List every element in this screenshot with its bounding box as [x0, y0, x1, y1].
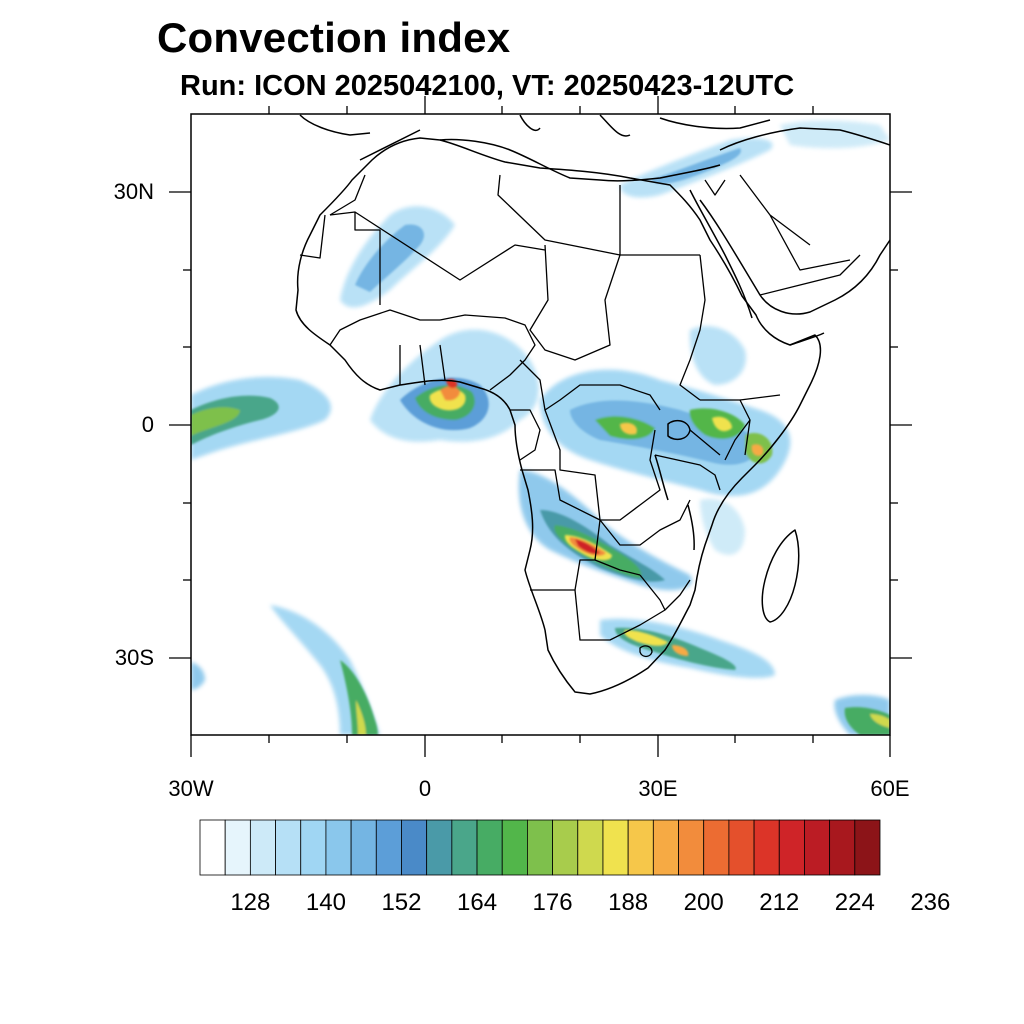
field-moz-outer: [700, 498, 745, 555]
colorbar-swatch: [778, 819, 805, 876]
border-morocco: [299, 174, 366, 259]
field-victoria-yellow: [712, 416, 732, 432]
field-congo-yellow: [620, 422, 637, 435]
colorbar-swatch: [728, 819, 755, 876]
border-lesotho: [639, 645, 653, 658]
colorbar-swatch: [552, 819, 579, 876]
ytick-label-30n: 30N: [113, 179, 154, 204]
border-cameroon-car: [519, 359, 661, 411]
chart-subtitle: Run: ICON 2025042100, VT: 20250423-12UTC: [180, 70, 795, 102]
border-somalia-kenya: [739, 394, 781, 456]
field-satl-yellow: [356, 700, 366, 735]
colorbar-swatch: [501, 819, 528, 876]
colorbar-swatch: [627, 819, 654, 876]
ytick-label-30s: 30S: [114, 645, 154, 670]
colorbar-swatch: [451, 819, 478, 876]
colorbar-swatch: [577, 819, 604, 876]
border-angola: [520, 469, 601, 591]
country-borders: [299, 174, 861, 658]
colorbar-tick-label: 128: [230, 889, 271, 916]
ytick-label-0: 0: [141, 412, 154, 437]
colorbar-tick-label: 188: [608, 889, 649, 916]
madagascar: [761, 529, 800, 623]
colorbar-swatch: [753, 819, 780, 876]
xtick-label-60e: 60E: [870, 776, 910, 801]
med-coast: [359, 129, 721, 182]
convection-field: [191, 120, 890, 735]
field-sa-orange: [672, 645, 689, 656]
field-angola-red: [575, 539, 600, 555]
xtick-label-0: 0: [418, 776, 432, 801]
colorbar-tick-label: 236: [910, 889, 951, 916]
colorbar-tick-label: 224: [834, 889, 875, 916]
colorbar-swatch: [325, 819, 352, 876]
colorbar-swatch: [249, 819, 276, 876]
border-chad-sudan: [529, 244, 621, 361]
colorbar-tick-label: 140: [305, 889, 346, 916]
red-sea-coast: [689, 189, 753, 319]
field-indian-green: [844, 707, 890, 735]
colorbar-tick-label: 164: [457, 889, 498, 916]
border-yemen-oman: [759, 254, 861, 296]
colorbar-swatch: [426, 819, 453, 876]
colorbar-swatch: [476, 819, 503, 876]
colorbar-swatch: [199, 819, 226, 876]
xtick-label-30w: 30W: [168, 776, 214, 801]
field-sa-yellow: [624, 630, 668, 646]
field-sahara-mid: [355, 224, 425, 292]
colorbar-swatch: [703, 819, 730, 876]
colorbar-swatch: [602, 819, 629, 876]
xtick-label-30e: 30E: [638, 776, 678, 801]
border-egypt-saudi: [704, 174, 851, 271]
border-gabon-congo: [510, 409, 541, 461]
colorbar-swatch: [350, 819, 377, 876]
border-southern: [574, 574, 691, 641]
colorbar-tick-label: 176: [532, 889, 573, 916]
axis-ticks: [169, 96, 912, 757]
border-algeria-mali: [329, 211, 546, 305]
colorbar-swatch: [829, 819, 856, 876]
field-horn-outer: [689, 326, 746, 385]
arabia-coastline: [699, 127, 890, 315]
border-nigeria: [439, 314, 536, 391]
field-angola-outer: [518, 470, 692, 591]
colorbar-swatch: [224, 819, 251, 876]
europe-coast: [519, 114, 771, 137]
africa-coastline: [295, 137, 822, 695]
colorbar-swatch: [375, 819, 402, 876]
border-zambia: [594, 499, 691, 576]
field-guinea-orange: [440, 385, 460, 401]
horn-coast: [789, 332, 825, 346]
field-atl-green: [191, 407, 240, 436]
colorbar-swatch: [527, 819, 553, 876]
colorbar-swatch: [652, 819, 679, 876]
lake-malawi: [687, 504, 695, 551]
field-arabia-outer: [780, 120, 890, 149]
border-drc: [544, 409, 661, 521]
colorbar: [199, 819, 881, 876]
colorbar-swatch: [854, 819, 881, 876]
colorbar-tick-label: 212: [759, 889, 800, 916]
field-edge-sw: [191, 662, 205, 690]
field-satl-mid: [340, 660, 378, 735]
lake-tanganyika: [654, 454, 669, 501]
colorbar-tick-label: 152: [381, 889, 422, 916]
field-indian-yellow: [870, 714, 890, 728]
border-sudan-ethiopia: [679, 254, 706, 401]
colorbar-tick-label: 200: [683, 889, 724, 916]
colorbar-swatch: [300, 819, 327, 876]
coastlines: [295, 114, 890, 695]
colorbar-swatch: [275, 819, 302, 876]
field-kenya-orange: [751, 444, 764, 456]
chart-title: Convection index: [157, 14, 511, 61]
iberia-coast: [299, 114, 371, 136]
border-westafrica: [329, 309, 446, 386]
colorbar-swatch: [401, 819, 428, 876]
colorbar-swatch: [678, 819, 705, 876]
colorbar-swatch: [804, 819, 831, 876]
